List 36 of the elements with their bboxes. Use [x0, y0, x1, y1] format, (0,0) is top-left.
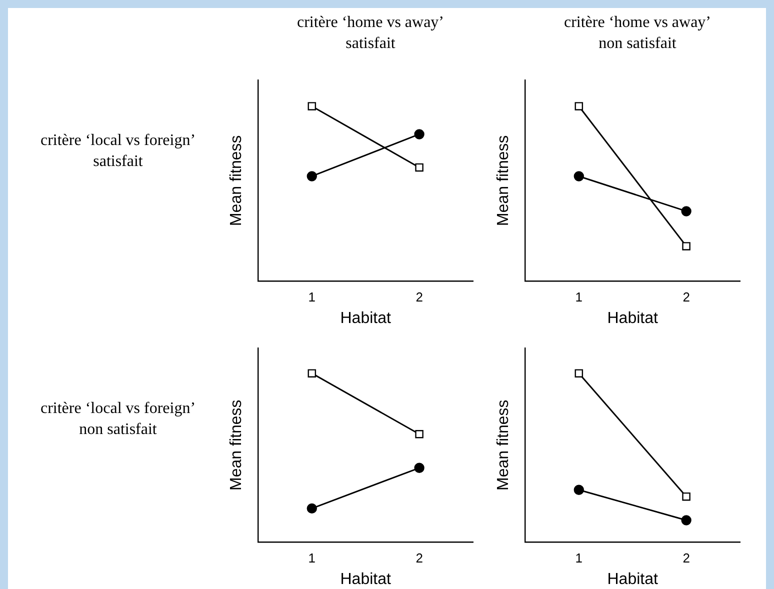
x-tick-label: 2 [416, 550, 423, 566]
x-tick-label: 1 [308, 550, 316, 566]
y-axis-title: Mean fitness [495, 135, 512, 226]
point [306, 171, 317, 182]
point [681, 206, 692, 216]
x-axis-title: Habitat [607, 570, 658, 588]
point [682, 242, 690, 250]
x-tick-label: 1 [308, 290, 316, 305]
chart-title: critère ‘home vs away’ satisfait [296, 13, 446, 54]
x-tick-label: 2 [682, 290, 690, 305]
x-tick-label: 2 [416, 290, 423, 305]
point [574, 171, 584, 182]
x-tick-label: 2 [682, 550, 690, 566]
x-axis-title: Habitat [340, 570, 392, 588]
x-axis-title: Habitat [340, 310, 392, 327]
point [308, 102, 316, 110]
point [574, 102, 584, 110]
x-tick-label: 1 [575, 550, 583, 566]
y-axis-title: Mean fitness [228, 400, 246, 490]
point [414, 129, 424, 140]
point [308, 369, 316, 378]
chart-title: critère ‘home vs away’ non satisfait [562, 13, 712, 54]
x-axis-title: Habitat [607, 310, 658, 327]
point [415, 163, 424, 172]
y-axis-title: Mean fitness [228, 135, 246, 226]
y-axis-title: Mean fitness [495, 400, 512, 490]
point [415, 430, 424, 438]
point [682, 492, 690, 501]
text: critère ‘local vs foreign’ satisfait [39, 131, 197, 172]
point [574, 369, 584, 378]
point [306, 503, 317, 514]
x-tick-label: 1 [575, 290, 583, 305]
text: critère ‘local vs foreign’ non satisfait [39, 399, 197, 440]
point [681, 515, 692, 526]
point [414, 462, 424, 473]
point [574, 484, 584, 495]
